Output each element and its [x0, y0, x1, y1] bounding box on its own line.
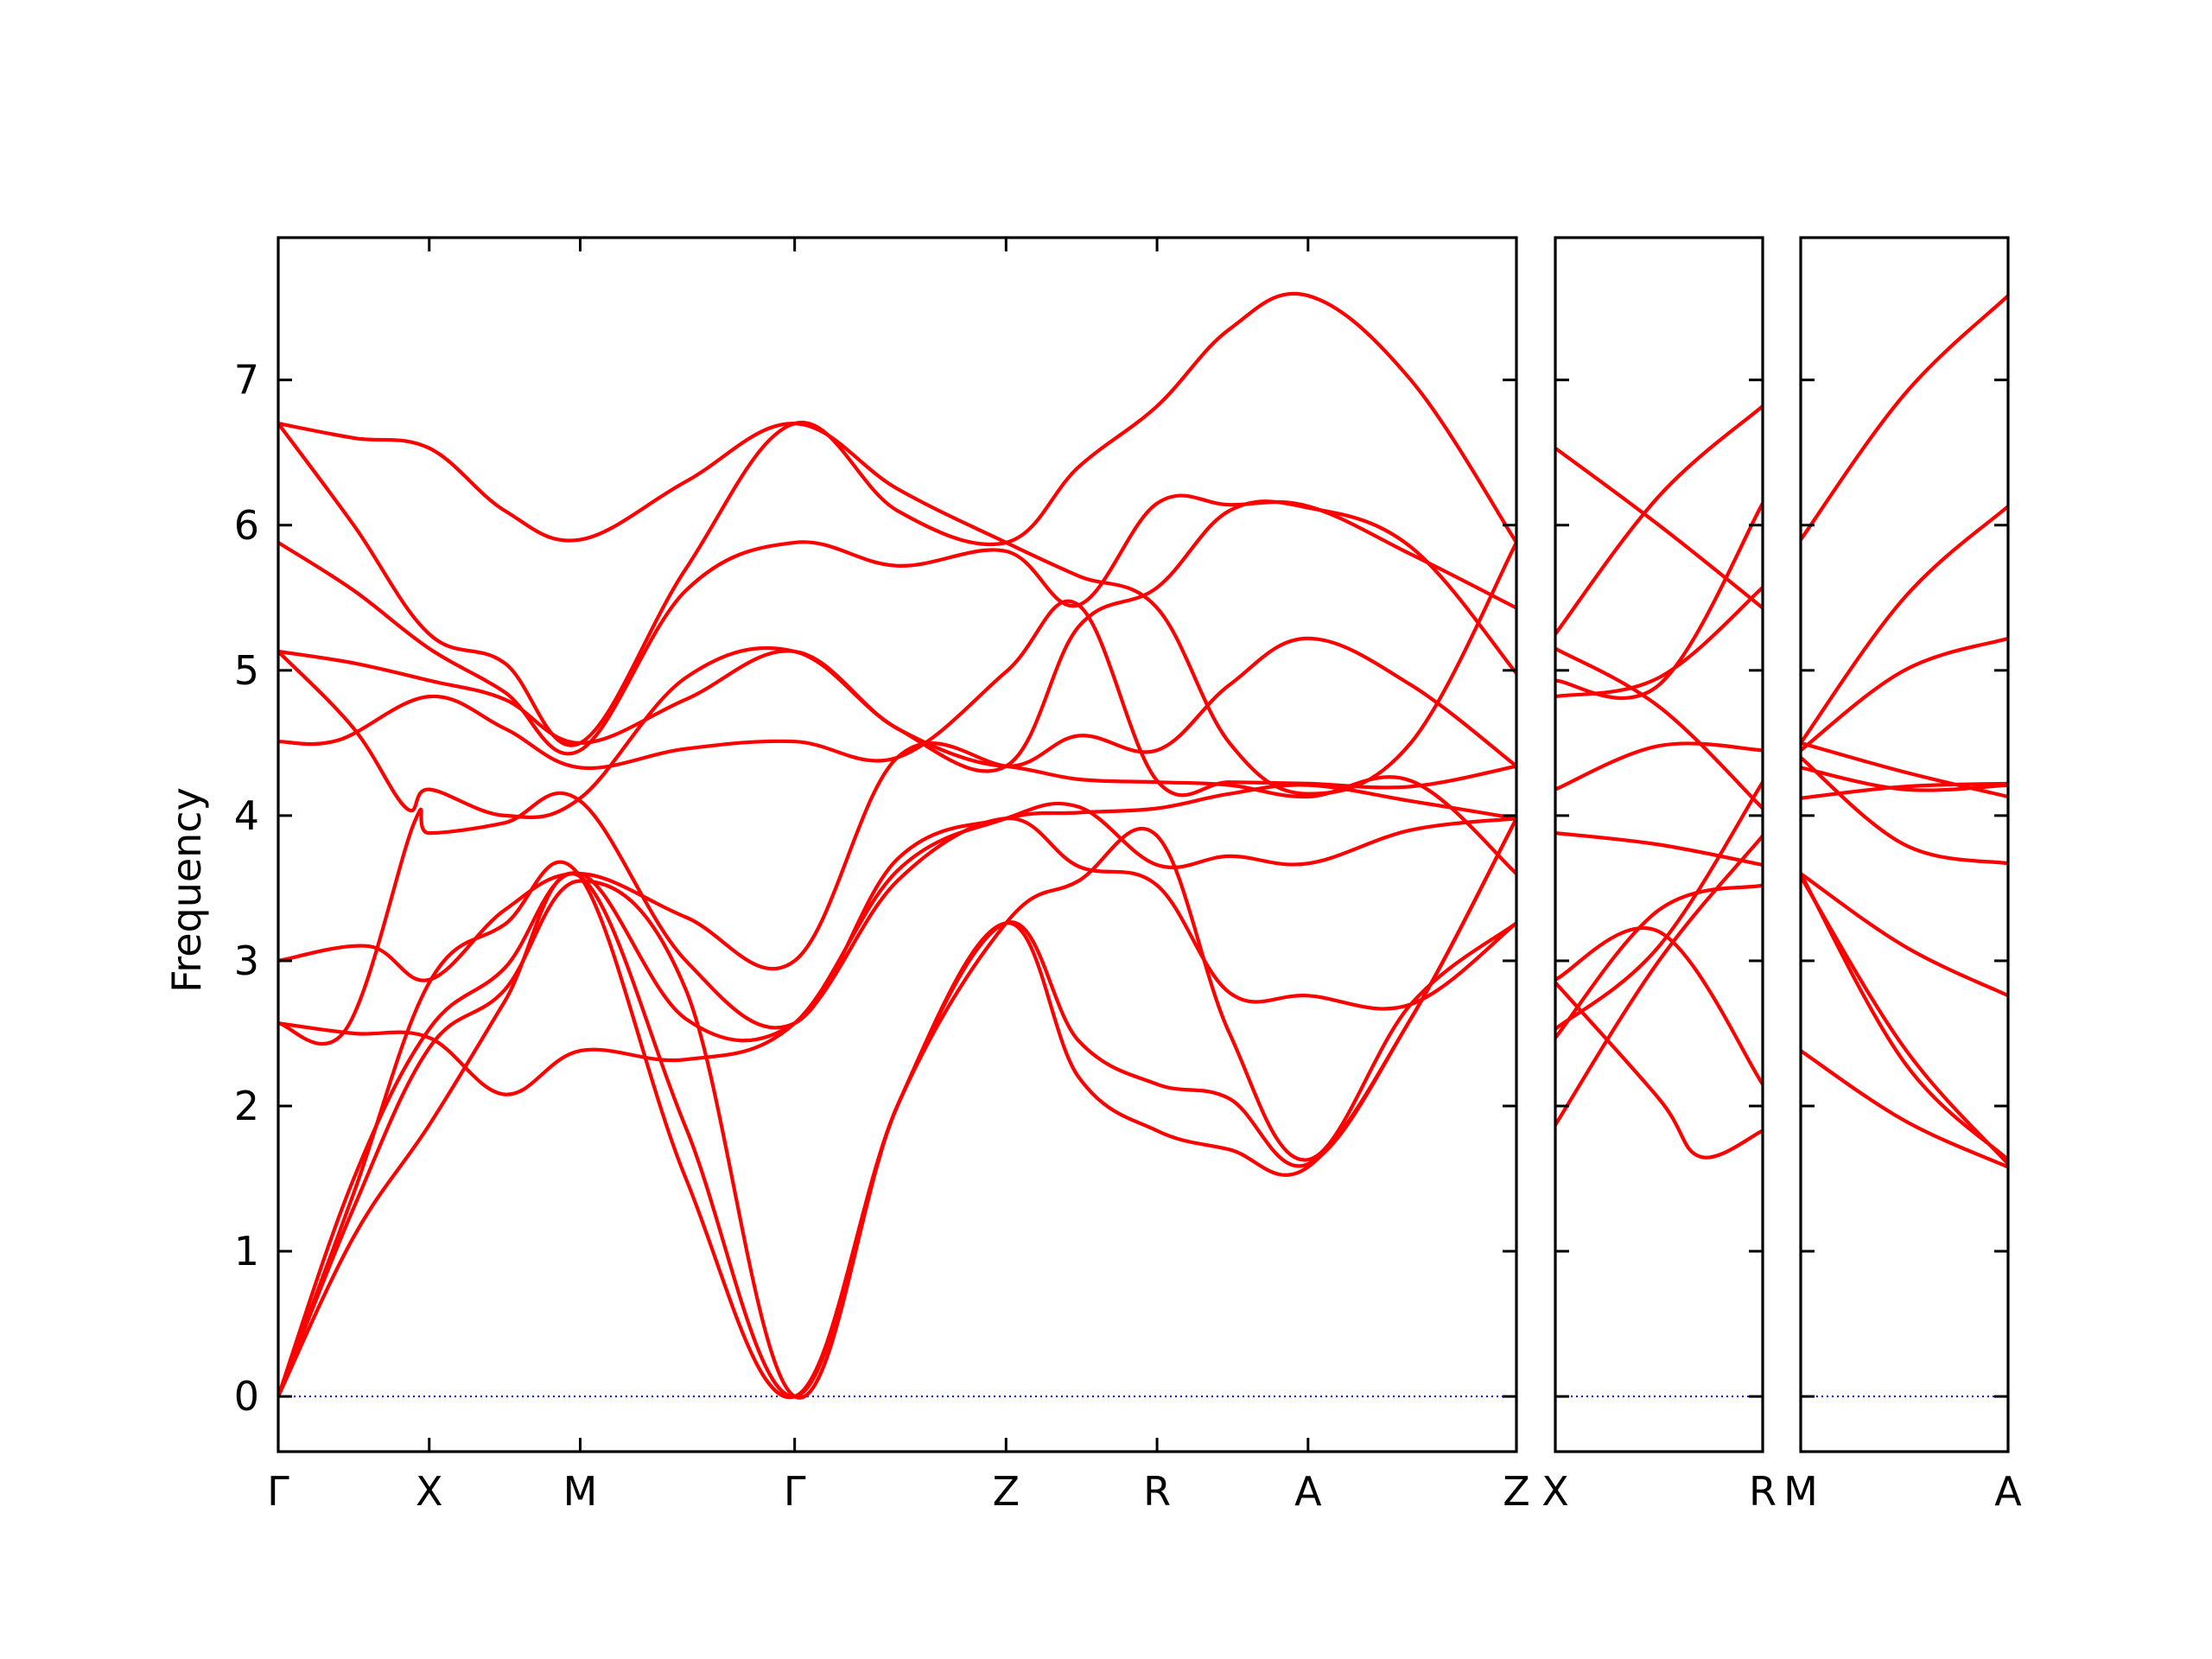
bands: [278, 291, 1516, 1400]
x-tick-label: A: [1994, 1468, 2022, 1515]
band-3: [1555, 646, 1763, 810]
band-6: [1801, 781, 2008, 800]
band-8: [1555, 925, 1763, 1086]
x-tick-label: Z: [1503, 1468, 1530, 1515]
y-tick-label: 6: [234, 502, 259, 549]
band-2: [1801, 504, 2008, 745]
y-tick-label: 0: [234, 1373, 259, 1420]
band-2: [1555, 404, 1763, 636]
band-5: [1555, 585, 1763, 699]
x-tick-label: R: [1749, 1468, 1777, 1515]
band-4: [278, 499, 1516, 773]
panel-frame: [1799, 236, 2010, 1453]
x-tick-label: X: [416, 1468, 443, 1515]
band-1: [278, 421, 1516, 796]
band-2: [278, 291, 1516, 747]
x-tick-label: A: [1294, 1468, 1322, 1515]
band-11: [1555, 834, 1763, 1127]
panel-1: 0 1 2 3 4 5 6 7 Γ X M Γ Z R A Z: [234, 236, 1530, 1515]
x-tick-label: Z: [993, 1468, 1020, 1515]
x-tick-label: X: [1541, 1468, 1569, 1515]
band-5: [278, 636, 1516, 819]
band-3: [1801, 636, 2008, 753]
band-4: [1555, 501, 1763, 701]
band-8: [1801, 872, 2008, 998]
band-1: [1801, 294, 2008, 542]
band-10: [1801, 874, 2008, 1166]
bands: [1555, 404, 1763, 1160]
band-9: [1555, 780, 1763, 1031]
band-13: [278, 817, 1516, 1400]
band-3: [278, 493, 1516, 756]
band-12: [1555, 981, 1763, 1160]
band-7: [1801, 755, 2008, 866]
y-tick-label: 7: [234, 357, 259, 404]
band-8: [278, 783, 1516, 1046]
bands: [1801, 294, 2008, 1169]
y-tick-label: 5: [234, 647, 259, 694]
band-9: [278, 801, 1516, 1096]
y-tick-label: 2: [234, 1083, 259, 1129]
panel-frame: [276, 236, 1518, 1453]
y-tick-label: 4: [234, 792, 259, 839]
x-tick-label: M: [1783, 1468, 1818, 1515]
band-4: [1801, 741, 2008, 799]
band-6: [278, 599, 1516, 798]
x-tick-label: M: [563, 1468, 598, 1515]
x-tick-label: Γ: [267, 1468, 289, 1515]
x-tick-label: R: [1143, 1468, 1171, 1515]
band-11: [278, 827, 1516, 1400]
y-tick-label: 1: [234, 1228, 259, 1274]
panel-frame: [1554, 236, 1764, 1453]
band-10: [278, 817, 1516, 1399]
band-5: [1801, 766, 2008, 792]
band-1: [1555, 446, 1763, 610]
band-7: [278, 741, 1516, 982]
y-tick-label: 3: [234, 938, 259, 984]
x-tick-label: Γ: [784, 1468, 806, 1515]
band-9: [1801, 872, 2008, 1162]
y-axis-label: Frequency: [163, 787, 210, 993]
band-11: [1801, 1049, 2008, 1169]
band-6: [1555, 741, 1763, 791]
